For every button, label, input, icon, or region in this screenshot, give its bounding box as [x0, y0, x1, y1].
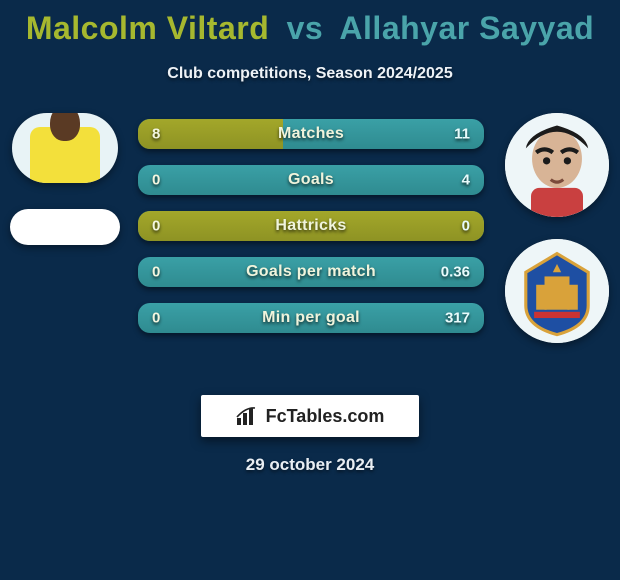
stat-label: Matches: [278, 125, 344, 143]
brand-card: FcTables.com: [201, 395, 419, 437]
stat-bar: 8 Matches 11: [138, 119, 484, 149]
stat-right-value: 11: [454, 126, 470, 143]
brand-text: FcTables.com: [266, 406, 385, 427]
player2-avatar: [505, 113, 609, 217]
left-column: [10, 113, 120, 245]
subtitle: Club competitions, Season 2024/2025: [0, 65, 620, 83]
shirt-icon: [30, 127, 100, 183]
right-column: [504, 113, 610, 343]
player1-avatar: [12, 113, 118, 183]
stat-label: Goals per match: [246, 263, 376, 281]
comparison-stage: 8 Matches 11 0 Goals 4 0 Hattricks 0 0 G…: [0, 113, 620, 373]
stat-left-value: 0: [152, 310, 160, 327]
title-player2: Allahyar Sayyad: [339, 10, 594, 46]
date-label: 29 october 2024: [0, 455, 620, 475]
player1-club-badge: [10, 209, 120, 245]
title-vs: vs: [279, 10, 332, 46]
bars-icon: [236, 406, 258, 426]
stat-left-value: 0: [152, 264, 160, 281]
stat-label: Goals: [288, 171, 334, 189]
stat-right-value: 317: [445, 310, 470, 327]
stat-left-value: 0: [152, 172, 160, 189]
stat-bar: 0 Goals 4: [138, 165, 484, 195]
stat-right-value: 4: [462, 172, 470, 189]
stat-right-value: 0.36: [441, 264, 470, 281]
player2-club-badge: [505, 239, 609, 343]
stat-bar: 0 Min per goal 317: [138, 303, 484, 333]
stat-bar: 0 Goals per match 0.36: [138, 257, 484, 287]
stat-bar: 0 Hattricks 0: [138, 211, 484, 241]
head-icon: [50, 113, 80, 141]
title-player1: Malcolm Viltard: [26, 10, 269, 46]
stat-label: Hattricks: [275, 217, 346, 235]
stat-label: Min per goal: [262, 309, 360, 327]
stat-bars: 8 Matches 11 0 Goals 4 0 Hattricks 0 0 G…: [138, 119, 484, 333]
page-title: Malcolm Viltard vs Allahyar Sayyad: [0, 0, 620, 47]
stat-left-value: 0: [152, 218, 160, 235]
stat-right-value: 0: [462, 218, 470, 235]
stat-left-value: 8: [152, 126, 160, 143]
